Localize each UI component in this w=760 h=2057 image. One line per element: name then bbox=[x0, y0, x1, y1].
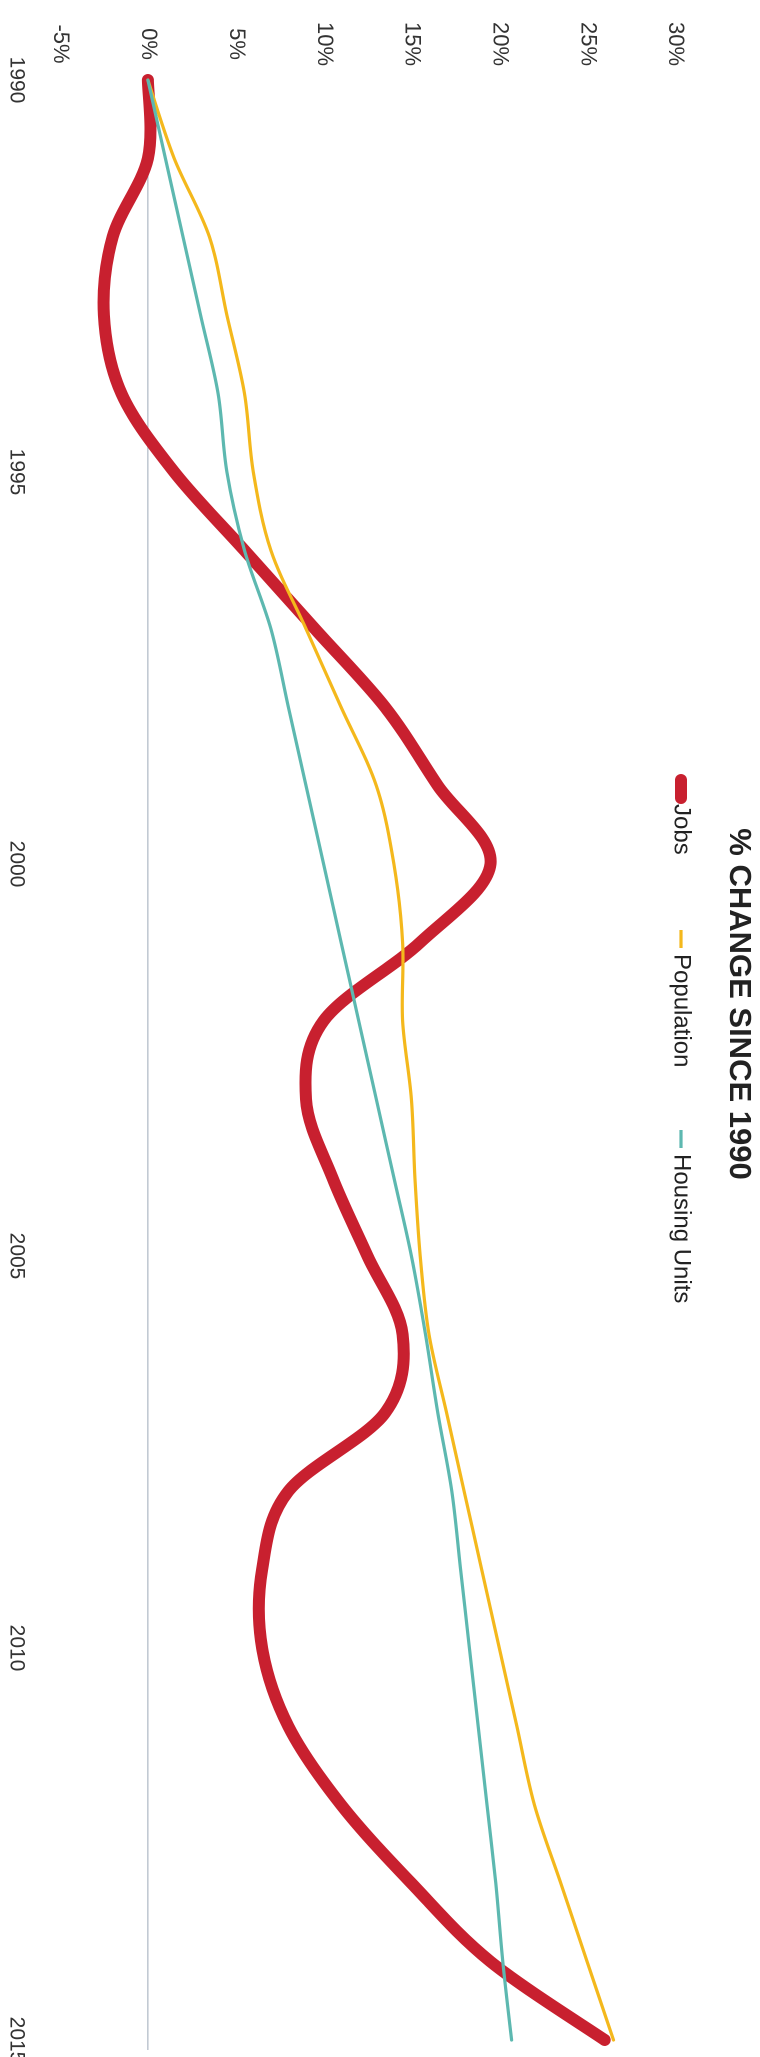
legend-label-jobs: Jobs bbox=[669, 804, 696, 855]
chart-title: % CHANGE SINCE 1990 bbox=[723, 828, 758, 1179]
x-tick-label: 2005 bbox=[5, 1233, 28, 1280]
y-tick-label: 25% bbox=[576, 22, 601, 66]
y-tick-label: 0% bbox=[137, 28, 162, 60]
series-line-housing-units bbox=[146, 78, 514, 2042]
x-tick-labels: 1990 1995 2000 2005 2010 2015 bbox=[5, 57, 28, 2057]
x-tick-label: 2010 bbox=[5, 1625, 28, 1672]
chart-rotated-group: -5% 0% 5% 10% 15% 20% 25% 30% 1990 1995 2000 2005 2… bbox=[5, 22, 758, 2057]
y-tick-label: 10% bbox=[313, 22, 338, 66]
y-tick-label: 30% bbox=[664, 22, 689, 66]
y-tick-labels: -5% 0% 5% 10% 15% 20% 25% 30% bbox=[49, 22, 689, 66]
series-line-jobs bbox=[97, 74, 611, 2046]
y-tick-label: 20% bbox=[488, 22, 513, 66]
x-tick-label: 2015 bbox=[5, 2017, 28, 2057]
y-tick-label: -5% bbox=[49, 24, 74, 63]
y-tick-label: 5% bbox=[225, 28, 250, 60]
y-tick-label: 15% bbox=[401, 22, 426, 66]
series-layer bbox=[97, 74, 616, 2046]
series-line-population bbox=[146, 78, 616, 2042]
x-tick-label: 2000 bbox=[5, 841, 28, 888]
x-tick-label: 1990 bbox=[5, 57, 28, 104]
legend-label-population: Population bbox=[669, 954, 696, 1067]
x-tick-label: 1995 bbox=[5, 449, 28, 496]
legend: Jobs Population Housing Units bbox=[669, 774, 696, 1303]
legend-label-housing-units: Housing Units bbox=[669, 1154, 696, 1303]
